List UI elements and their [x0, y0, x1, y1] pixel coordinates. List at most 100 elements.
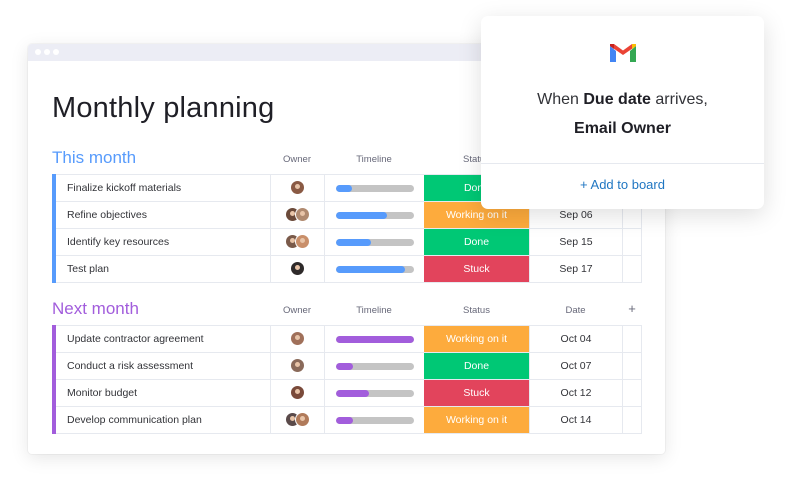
avatar[interactable]: [290, 358, 305, 373]
avatar[interactable]: [295, 234, 310, 249]
date-cell[interactable]: Sep 15: [529, 229, 622, 255]
timeline-fill: [336, 390, 369, 397]
status-label: Stuck: [424, 256, 529, 282]
timeline-cell[interactable]: [324, 380, 424, 406]
table-row[interactable]: Monitor budget Stuck Oct 12: [52, 379, 642, 407]
column-header-timeline: Timeline: [356, 154, 392, 165]
timeline-bar: [336, 363, 414, 370]
item-name[interactable]: Test plan: [67, 263, 110, 275]
timeline-cell[interactable]: [324, 256, 424, 282]
group-next-month: Next month Owner Timeline Status Date + Update…: [52, 298, 642, 434]
owner-cell[interactable]: [270, 175, 324, 201]
timeline-fill: [336, 417, 354, 424]
add-to-board-button[interactable]: + Add to board: [580, 177, 665, 192]
date-value: Oct 14: [560, 414, 592, 426]
date-value: Oct 07: [560, 360, 592, 372]
timeline-fill: [336, 212, 387, 219]
group-header: Next month Owner Timeline Status Date +: [52, 298, 642, 325]
table-row[interactable]: Develop communication plan Working on it O…: [52, 406, 642, 434]
status-label: Done: [424, 229, 529, 255]
owner-cell[interactable]: [270, 229, 324, 255]
status-cell[interactable]: Stuck: [424, 256, 529, 282]
date-cell[interactable]: Oct 04: [529, 326, 622, 352]
timeline-cell[interactable]: [324, 229, 424, 255]
timeline-bar: [336, 239, 414, 246]
timeline-bar: [336, 417, 414, 424]
owner-cell[interactable]: [270, 202, 324, 228]
avatar[interactable]: [295, 412, 310, 427]
avatar[interactable]: [290, 385, 305, 400]
timeline-cell[interactable]: [324, 407, 424, 433]
item-name[interactable]: Finalize kickoff materials: [67, 182, 182, 194]
column-header-timeline: Timeline: [356, 305, 392, 316]
trigger-column: Due date: [583, 91, 651, 108]
table-row[interactable]: Update contractor agreement Working on it…: [52, 325, 642, 353]
table-row[interactable]: Refine objectives Working on it Sep 06: [52, 201, 642, 229]
automation-action-text: Email Owner: [574, 120, 671, 137]
timeline-cell[interactable]: [324, 175, 424, 201]
item-name[interactable]: Update contractor agreement: [67, 333, 204, 345]
item-name[interactable]: Refine objectives: [67, 209, 147, 221]
column-header-status: Status: [463, 305, 490, 316]
table-row[interactable]: Test plan Stuck Sep 17: [52, 255, 642, 283]
timeline-fill: [336, 363, 354, 370]
owner-cell[interactable]: [270, 326, 324, 352]
window-dot: [35, 49, 41, 55]
timeline-cell[interactable]: [324, 326, 424, 352]
status-label: Working on it: [424, 326, 529, 352]
timeline-bar: [336, 266, 414, 273]
gmail-icon: [610, 44, 636, 62]
group-color-bar: [52, 379, 56, 407]
timeline-bar: [336, 212, 414, 219]
status-cell[interactable]: Done: [424, 229, 529, 255]
status-cell[interactable]: Working on it: [424, 407, 529, 433]
automation-trigger-text: When Due date arrives,: [537, 91, 708, 108]
date-value: Oct 04: [560, 333, 592, 345]
table-row[interactable]: Conduct a risk assessment Done Oct 07: [52, 352, 642, 380]
status-cell[interactable]: Done: [424, 353, 529, 379]
group-header: This month Owner Timeline Status: [52, 147, 642, 174]
owner-cell[interactable]: [270, 380, 324, 406]
table-row[interactable]: Identify key resources Done Sep 15: [52, 228, 642, 256]
column-header-status: Status: [463, 154, 490, 165]
window-dot: [44, 49, 50, 55]
timeline-cell[interactable]: [324, 202, 424, 228]
owner-cell[interactable]: [270, 256, 324, 282]
timeline-cell[interactable]: [324, 353, 424, 379]
timeline-fill: [336, 239, 372, 246]
add-column-button[interactable]: +: [628, 301, 636, 316]
timeline-bar: [336, 336, 414, 343]
avatar[interactable]: [290, 261, 305, 276]
timeline-bar: [336, 185, 414, 192]
group-color-bar: [52, 255, 56, 283]
timeline-fill: [336, 266, 405, 273]
item-name[interactable]: Monitor budget: [67, 387, 138, 399]
item-name[interactable]: Develop communication plan: [67, 414, 202, 426]
date-cell[interactable]: Oct 14: [529, 407, 622, 433]
date-cell[interactable]: Oct 07: [529, 353, 622, 379]
owner-cell[interactable]: [270, 353, 324, 379]
window-dot: [53, 49, 59, 55]
group-title[interactable]: Next month: [52, 299, 139, 318]
column-header-date: Date: [565, 305, 586, 316]
group-title[interactable]: This month: [52, 148, 137, 167]
owner-cell[interactable]: [270, 407, 324, 433]
date-cell[interactable]: Sep 06: [529, 202, 622, 228]
status-label: Stuck: [424, 380, 529, 406]
group-color-bar: [52, 406, 56, 434]
date-cell[interactable]: Oct 12: [529, 380, 622, 406]
item-name[interactable]: Conduct a risk assessment: [67, 360, 194, 372]
group-this-month: This month Owner Timeline Status Finalize ki…: [52, 147, 642, 283]
group-color-bar: [52, 352, 56, 380]
item-name[interactable]: Identify key resources: [67, 236, 170, 248]
empty-cell: [622, 229, 642, 255]
avatar[interactable]: [290, 180, 305, 195]
date-cell[interactable]: Sep 17: [529, 256, 622, 282]
avatar[interactable]: [295, 207, 310, 222]
avatar[interactable]: [290, 331, 305, 346]
date-value: Oct 12: [560, 387, 592, 399]
timeline-fill: [336, 185, 352, 192]
empty-cell: [622, 353, 642, 379]
status-cell[interactable]: Working on it: [424, 326, 529, 352]
status-cell[interactable]: Stuck: [424, 380, 529, 406]
